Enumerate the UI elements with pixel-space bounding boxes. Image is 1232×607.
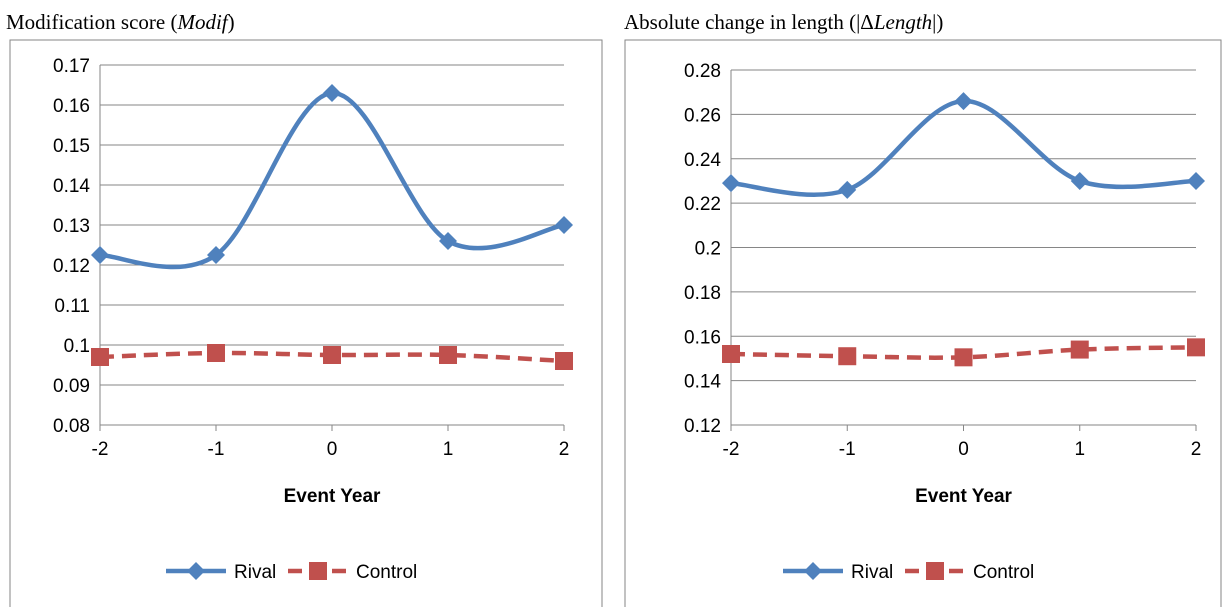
data-point-control (954, 348, 973, 367)
legend-item-rival: Rival (166, 562, 276, 583)
data-point-rival (187, 562, 205, 580)
y-tick-label: 0.24 (684, 150, 721, 171)
data-point-rival (91, 246, 109, 264)
x-tick-label: -1 (839, 439, 856, 460)
x-tick-label: 1 (1074, 439, 1085, 460)
chart-frame (9, 39, 603, 607)
data-point-control (323, 346, 341, 364)
data-point-rival (722, 174, 740, 193)
data-point-control (207, 344, 225, 362)
y-tick-label: 0.15 (53, 136, 90, 157)
y-tick-label: 0.16 (684, 327, 721, 348)
y-tick-label: 0.14 (684, 372, 721, 393)
chart-frame (624, 39, 1222, 607)
data-point-rival (323, 84, 341, 102)
line-chart: 0.08 0.09 0.1 0.11 0.12 0.13 0.14 0.15 0.16 0.17 -… (9, 39, 603, 607)
y-tick-label: 0.16 (53, 96, 90, 117)
y-tick-label: 0.2 (695, 239, 721, 260)
y-tick-label: 0.12 (684, 416, 721, 437)
data-point-control (722, 345, 740, 363)
chart-title: Modification score (Modif) (6, 10, 235, 34)
chart-title: Absolute change in length (|ΔLength|) (624, 10, 944, 34)
data-point-rival (838, 180, 857, 199)
chart-panel-length-change: Absolute change in length (|ΔLength|) 0.… (618, 0, 1232, 607)
legend-item-control: Control (288, 562, 417, 583)
x-tick-label: 0 (958, 439, 969, 460)
data-point-rival (954, 92, 973, 111)
data-point-control (1187, 338, 1205, 357)
data-point-control (1070, 340, 1089, 359)
y-tick-label: 0.17 (53, 56, 90, 77)
x-tick-label: 2 (559, 439, 570, 460)
y-tick-label: 0.14 (53, 176, 90, 197)
y-tick-label: 0.08 (53, 416, 90, 437)
y-tick-label: 0.22 (684, 194, 721, 215)
data-point-rival (1187, 171, 1205, 190)
data-point-control (91, 348, 109, 366)
x-axis-title: Event Year (915, 486, 1012, 507)
series-line-rival (99, 90, 565, 270)
data-point-control (555, 352, 573, 370)
x-tick-label: 1 (443, 439, 454, 460)
x-tick-label: -2 (723, 439, 740, 460)
y-tick-label: 0.11 (54, 296, 90, 317)
data-point-rival (1070, 171, 1089, 190)
legend-label: Rival (851, 562, 893, 583)
legend-item-rival: Rival (783, 562, 893, 583)
chart-panel-modification: Modification score (Modif) 0.08 0.09 0.1 0.… (0, 0, 612, 607)
data-point-rival (207, 246, 225, 264)
data-point-rival (439, 232, 457, 250)
y-tick-label: 0.09 (53, 376, 90, 397)
data-point-rival (555, 216, 573, 234)
data-point-control (838, 347, 857, 366)
x-tick-label: -1 (208, 439, 225, 460)
x-tick-label: 0 (327, 439, 338, 460)
y-tick-label: 0.28 (684, 61, 721, 82)
y-tick-label: 0.1 (64, 336, 90, 357)
y-tick-label: 0.18 (684, 283, 721, 304)
series-line-rival (730, 98, 1197, 197)
legend-label: Rival (234, 562, 276, 583)
data-point-control (926, 562, 944, 580)
legend-label: Control (973, 562, 1034, 583)
legend-label: Control (356, 562, 417, 583)
x-axis-title: Event Year (284, 486, 381, 507)
data-point-control (309, 562, 327, 580)
line-chart: 0.12 0.14 0.16 0.18 0.2 0.22 0.24 0.26 0.28 -2 -1 0… (624, 39, 1222, 607)
x-tick-label: -2 (92, 439, 109, 460)
data-point-control (439, 346, 457, 364)
legend-item-control: Control (905, 562, 1034, 583)
y-tick-label: 0.26 (684, 105, 721, 126)
data-point-rival (804, 562, 822, 580)
x-tick-label: 2 (1191, 439, 1202, 460)
y-tick-label: 0.13 (53, 216, 90, 237)
y-tick-label: 0.12 (53, 256, 90, 277)
